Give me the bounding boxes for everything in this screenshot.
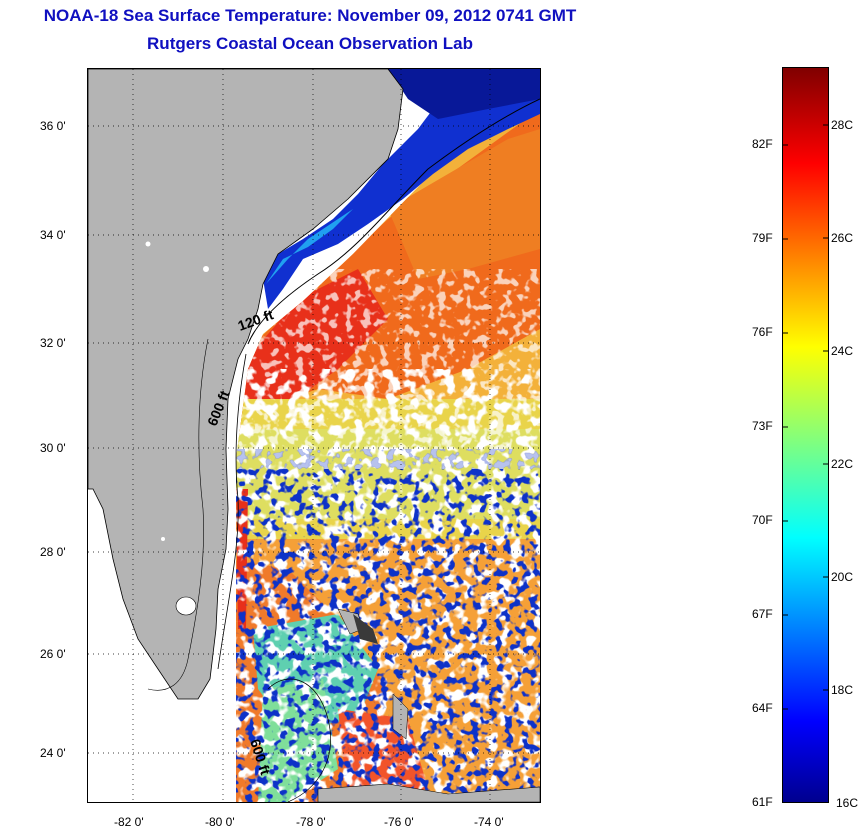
lon-tick-label: -78 0' [296,815,326,829]
lat-tick-label: 34 0' [40,228,66,242]
lake-icon [203,266,209,272]
colorbar-c-label: 16C [836,796,859,810]
colorbar-c-label: 24C [831,344,854,358]
colorbar-c-label: 18C [831,683,854,697]
colorbar-f-label: 64F [752,701,773,715]
contour-120ft [247,98,540,345]
colorbar-gradient [783,68,828,802]
lon-tick-label: -74 0' [474,815,504,829]
graticule [88,69,540,802]
bahamas-island [353,614,378,644]
lat-tick-label: 30 0' [40,441,66,455]
colorbar [782,67,829,803]
bahamas-island [392,693,409,740]
colorbar-c-label: 20C [831,570,854,584]
lon-tick-label: -80 0' [205,815,235,829]
colorbar-f-label: 67F [752,607,773,621]
sst-map: 120 ft 600 ft 600 ft [87,68,541,803]
colorbar-f-label: 82F [752,137,773,151]
lat-tick-label: 36 0' [40,119,66,133]
cool-shelf-water [266,209,353,284]
colorbar-f-label: 76F [752,325,773,339]
lon-tick-label: -76 0' [384,815,414,829]
contour-600ft [217,353,247,670]
colorbar-c-label: 22C [831,457,854,471]
lake-icon [145,241,151,247]
lon-tick-label: -82 0' [114,815,144,829]
colorbar-f-label: 70F [752,513,773,527]
colorbar-ticks [783,124,828,710]
lake-okeechobee [175,596,197,616]
lat-tick-label: 28 0' [40,545,66,559]
contour-shelf [147,338,209,691]
colorbar-f-label: 73F [752,419,773,433]
cold-shelf-water [388,69,540,119]
sst-map-canvas: 120 ft 600 ft 600 ft [88,69,540,802]
land-mass-usa [88,69,404,700]
colorbar-c-label: 28C [831,118,854,132]
cuba-land [317,783,540,802]
contour-600ft-bahamas [267,678,331,802]
cold-shelf-water [263,69,540,309]
map-title: NOAA-18 Sea Surface Temperature: Novembe… [43,6,577,25]
colorbar-f-label: 79F [752,231,773,245]
colorbar-c-label: 26C [831,231,854,245]
sst-swath [236,109,540,802]
map-subtitle: Rutgers Coastal Ocean Observation Lab [147,34,473,53]
lat-tick-label: 26 0' [40,647,66,661]
lake-icon [161,537,165,541]
colorbar-f-label: 61F [752,795,773,809]
lat-tick-label: 24 0' [40,746,66,760]
lat-tick-label: 32 0' [40,336,66,350]
